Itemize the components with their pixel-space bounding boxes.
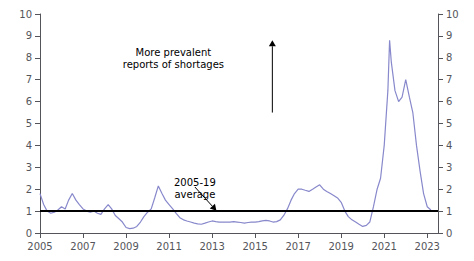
svg-text:2013: 2013 xyxy=(199,241,224,252)
svg-text:3: 3 xyxy=(26,162,32,173)
svg-text:2005: 2005 xyxy=(27,241,52,252)
svg-text:9: 9 xyxy=(26,30,32,41)
svg-text:4: 4 xyxy=(446,140,452,151)
svg-text:2015: 2015 xyxy=(242,241,267,252)
svg-text:7: 7 xyxy=(26,74,32,85)
svg-text:10: 10 xyxy=(446,9,459,20)
svg-text:More prevalent: More prevalent xyxy=(136,47,212,58)
svg-text:2009: 2009 xyxy=(113,241,138,252)
svg-text:6: 6 xyxy=(26,96,32,107)
svg-text:2005-19: 2005-19 xyxy=(174,177,216,188)
svg-text:2: 2 xyxy=(26,184,32,195)
svg-text:5: 5 xyxy=(446,118,452,129)
svg-text:6: 6 xyxy=(446,96,452,107)
svg-text:0: 0 xyxy=(446,228,452,239)
svg-text:0: 0 xyxy=(26,228,32,239)
svg-text:10: 10 xyxy=(19,9,32,20)
svg-text:8: 8 xyxy=(446,52,452,63)
svg-text:8: 8 xyxy=(26,52,32,63)
svg-text:2007: 2007 xyxy=(70,241,95,252)
svg-text:4: 4 xyxy=(26,140,32,151)
svg-text:5: 5 xyxy=(26,118,32,129)
svg-text:2017: 2017 xyxy=(285,241,310,252)
svg-text:2011: 2011 xyxy=(156,241,181,252)
svg-text:2019: 2019 xyxy=(328,241,353,252)
svg-text:1: 1 xyxy=(26,206,32,217)
svg-text:9: 9 xyxy=(446,30,452,41)
svg-text:7: 7 xyxy=(446,74,452,85)
svg-text:1: 1 xyxy=(446,206,452,217)
svg-text:2021: 2021 xyxy=(371,241,396,252)
svg-text:2023: 2023 xyxy=(415,241,440,252)
svg-text:average: average xyxy=(174,189,215,200)
svg-text:3: 3 xyxy=(446,162,452,173)
svg-text:2: 2 xyxy=(446,184,452,195)
svg-text:reports of shortages: reports of shortages xyxy=(123,59,224,70)
